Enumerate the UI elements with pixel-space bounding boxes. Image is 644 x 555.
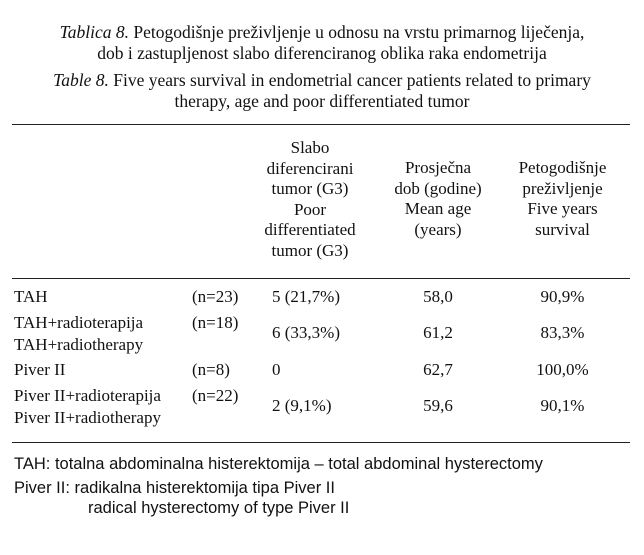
- header-line: (years): [414, 219, 462, 239]
- table-header-rule: [12, 278, 630, 279]
- row-g3: 0: [272, 360, 281, 379]
- row-age: 59,6: [423, 396, 453, 415]
- row-g3: 5 (21,7%): [272, 287, 340, 306]
- header-line: differentiated: [264, 220, 356, 239]
- row-n: (n=22): [192, 386, 239, 405]
- row-name-en: Piver II+radiotherapy: [14, 408, 161, 427]
- footnote-piver-english: radical hysterectomy of type Piver II: [88, 499, 350, 517]
- row-survival: 90,1%: [540, 396, 585, 415]
- header-line: tumor (G3): [271, 240, 349, 260]
- row-survival: 90,9%: [540, 287, 585, 306]
- caption-text-hr-line2: dob i zastupljenost slabo diferenciranog…: [97, 43, 547, 63]
- row-name: Piver II: [14, 360, 66, 379]
- row-name: Piver II+radioterapija: [14, 386, 161, 405]
- table-top-rule: [12, 124, 630, 125]
- row-age: 62,7: [423, 360, 453, 379]
- footnote-tah: TAH: totalna abdominalna histerektomija …: [14, 455, 543, 473]
- row-name: TAH: [14, 287, 48, 306]
- header-line: dob (godine): [394, 178, 482, 198]
- header-line: Petogodišnje: [518, 158, 607, 177]
- header-line: Prosječna: [404, 158, 472, 177]
- caption-label-hr: Tablica 8.: [59, 22, 129, 42]
- header-line: Poor: [293, 199, 327, 219]
- row-g3: 2 (9,1%): [272, 396, 332, 415]
- row-name-en: TAH+radiotherapy: [14, 335, 144, 354]
- row-age: 58,0: [423, 287, 453, 306]
- header-line: Five years: [527, 199, 598, 218]
- row-n: (n=18): [192, 313, 239, 332]
- header-line: survival: [535, 219, 590, 239]
- footnote-piver: Piver II: radikalna histerektomija tipa …: [14, 479, 335, 497]
- header-line: Mean age: [404, 199, 472, 218]
- header-line: tumor (G3): [271, 179, 349, 198]
- table-bottom-rule: [12, 442, 630, 443]
- row-survival: 83,3%: [540, 323, 585, 342]
- caption-text-en-line2: therapy, age and poor differentiated tum…: [174, 91, 470, 111]
- caption-text-hr-line1: Petogodišnje preživljenje u odnosu na vr…: [128, 22, 585, 42]
- header-line: diferencirani: [266, 158, 354, 178]
- row-g3: 6 (33,3%): [272, 323, 340, 342]
- column-header-g3-tumor: Slabo diferencirani tumor (G3) Poor diff…: [250, 138, 370, 261]
- table-caption-english: Table 8. Five years survival in endometr…: [0, 70, 644, 112]
- caption-label-en: Table 8.: [53, 70, 109, 90]
- caption-text-en-line1: Five years survival in endometrial cance…: [108, 70, 591, 90]
- row-age: 61,2: [423, 323, 453, 342]
- column-header-mean-age: Prosječna dob (godine) Mean age (years): [378, 158, 498, 240]
- row-n: (n=23): [192, 287, 239, 306]
- header-line: preživljenje: [522, 178, 603, 198]
- row-name: TAH+radioterapija: [14, 313, 144, 332]
- row-n: (n=8): [192, 360, 230, 379]
- header-line: Slabo: [290, 138, 330, 157]
- table-caption-croatian: Tablica 8. Petogodišnje preživljenje u o…: [0, 22, 644, 64]
- row-survival: 100,0%: [536, 360, 589, 379]
- column-header-survival: Petogodišnje preživljenje Five years sur…: [495, 158, 630, 240]
